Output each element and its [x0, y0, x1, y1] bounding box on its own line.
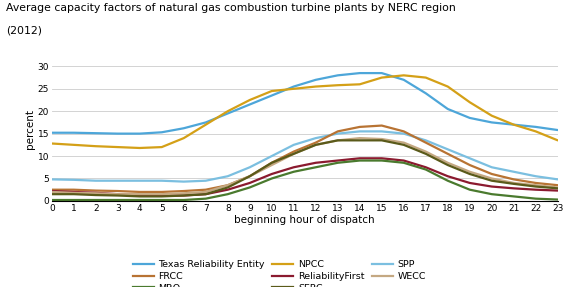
X-axis label: beginning hour of dispatch: beginning hour of dispatch	[235, 216, 375, 226]
Y-axis label: percent: percent	[25, 109, 34, 149]
Text: (2012): (2012)	[6, 26, 42, 36]
Legend: Texas Reliability Entity, FRCC, MRO, NPCC, ReliabilityFirst, SERC, SPP, WECC, : Texas Reliability Entity, FRCC, MRO, NPC…	[133, 260, 426, 287]
Text: Average capacity factors of natural gas combustion turbine plants by NERC region: Average capacity factors of natural gas …	[6, 3, 455, 13]
